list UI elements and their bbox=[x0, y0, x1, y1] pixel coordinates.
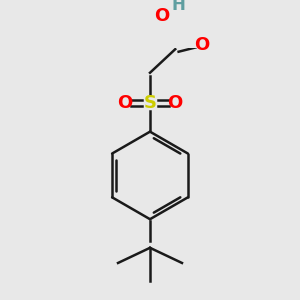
Text: O: O bbox=[117, 94, 132, 112]
Text: H: H bbox=[172, 0, 186, 14]
Text: O: O bbox=[168, 94, 183, 112]
Text: O: O bbox=[154, 7, 170, 25]
Text: S: S bbox=[143, 94, 157, 112]
Text: O: O bbox=[195, 36, 210, 54]
